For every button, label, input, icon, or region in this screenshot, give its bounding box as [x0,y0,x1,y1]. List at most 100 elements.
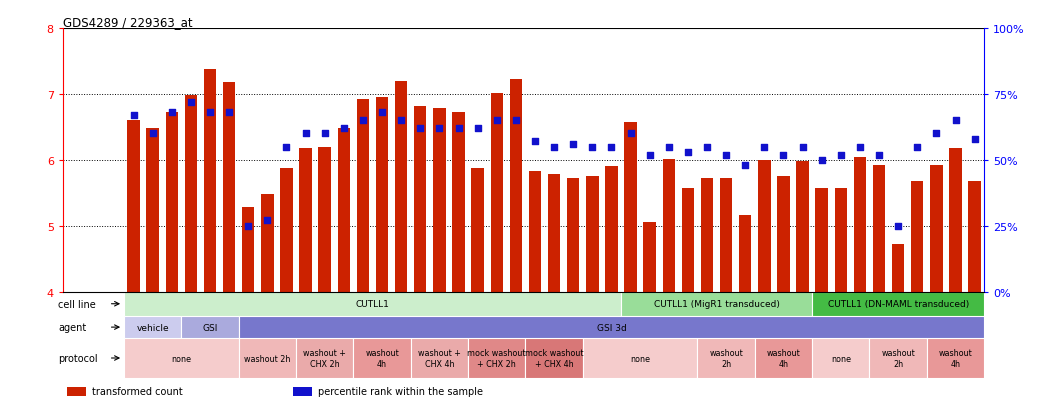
Point [603,144,620,151]
Bar [471,169,484,292]
Point [431,126,448,132]
Point [527,139,543,145]
Bar [797,162,808,292]
Text: washout
2h: washout 2h [709,349,743,368]
Bar [165,112,178,292]
Point [144,131,161,138]
Bar [293,387,312,396]
Point [966,136,983,143]
Bar [853,157,866,292]
Bar [548,175,560,292]
Bar [124,292,621,316]
Bar [124,316,181,339]
Bar [700,178,713,292]
Point [832,152,849,159]
Bar [663,159,675,292]
Bar [204,70,217,292]
Point [871,152,888,159]
Text: protocol: protocol [58,353,97,363]
Point [163,110,180,116]
Bar [816,188,828,292]
Bar [468,339,526,377]
Point [890,223,907,230]
Text: cell line: cell line [58,299,95,309]
Point [411,126,428,132]
Bar [526,339,583,377]
Bar [318,147,331,292]
Bar [147,129,159,292]
Bar [299,149,312,292]
Point [508,118,525,124]
Bar [357,99,370,292]
Bar [812,339,869,377]
Bar [281,169,293,292]
Text: CUTLL1 (MigR1 transduced): CUTLL1 (MigR1 transduced) [653,299,780,309]
Point [126,112,142,119]
Text: none: none [630,354,650,363]
Text: percentile rank within the sample: percentile rank within the sample [318,386,483,396]
Point [622,131,639,138]
Bar [529,172,541,292]
Text: GDS4289 / 229363_at: GDS4289 / 229363_at [63,16,193,29]
Bar [930,166,942,292]
Point [335,126,352,132]
Point [259,218,275,224]
Bar [296,339,354,377]
Point [641,152,658,159]
Bar [720,178,732,292]
Bar [777,177,789,292]
Bar [697,339,755,377]
Bar [337,129,350,292]
Text: washout +
CHX 4h: washout + CHX 4h [418,349,461,368]
Text: CUTLL1: CUTLL1 [356,299,389,309]
Point [182,99,199,106]
Bar [452,112,465,292]
Bar [927,339,984,377]
Point [297,131,314,138]
Bar [184,96,197,292]
Bar [395,81,407,292]
Bar [242,208,254,292]
Point [393,118,409,124]
Bar [892,244,905,292]
Point [488,118,505,124]
Bar [873,166,886,292]
Bar [567,179,579,292]
Bar [491,93,503,292]
Bar [739,216,752,292]
Bar [758,160,771,292]
Point [756,144,773,151]
Bar [834,188,847,292]
Text: washout +
CHX 2h: washout + CHX 2h [304,349,347,368]
Text: agent: agent [58,322,86,332]
Bar [261,195,273,292]
Bar [410,339,468,377]
Point [316,131,333,138]
Bar [124,339,239,377]
Text: mock washout
+ CHX 4h: mock washout + CHX 4h [525,349,583,368]
Bar [67,387,86,396]
Point [545,144,562,151]
Bar [583,339,697,377]
Point [948,118,964,124]
Text: washout
4h: washout 4h [365,349,399,368]
Point [584,144,601,151]
Text: none: none [831,354,851,363]
Point [718,152,735,159]
Bar [128,121,139,292]
Text: washout
2h: washout 2h [882,349,915,368]
Point [469,126,486,132]
Point [450,126,467,132]
Point [240,223,257,230]
Bar [605,167,618,292]
Bar [911,181,923,292]
Text: CUTLL1 (DN-MAML transduced): CUTLL1 (DN-MAML transduced) [827,299,968,309]
Point [851,144,868,151]
Bar [510,80,522,292]
Text: mock washout
+ CHX 2h: mock washout + CHX 2h [468,349,526,368]
Text: GSI 3d: GSI 3d [597,323,626,332]
Point [795,144,811,151]
Bar [239,339,296,377]
Point [279,144,295,151]
Text: none: none [172,354,192,363]
